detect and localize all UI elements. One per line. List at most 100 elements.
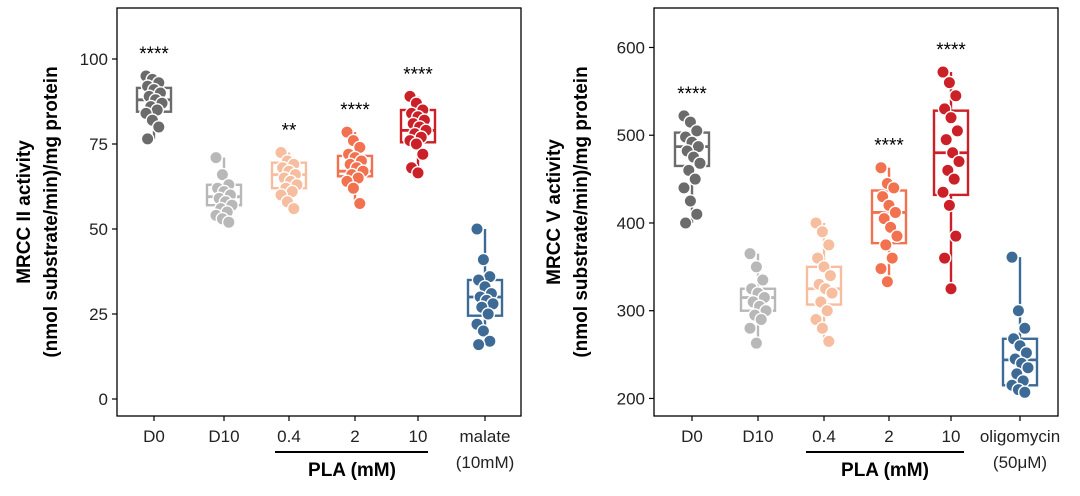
data-point: [411, 165, 425, 180]
data-point: [821, 238, 836, 252]
y-tick-label: 25: [89, 305, 108, 324]
y-axis-label-line1: MRCC II activity: [14, 140, 35, 284]
data-point: [471, 337, 486, 352]
data-point: [939, 132, 954, 147]
data-point: [825, 286, 839, 301]
data-point: [755, 273, 770, 287]
data-point: [942, 198, 957, 213]
box-group: **: [270, 121, 308, 216]
data-point: [743, 321, 757, 336]
data-point: [947, 172, 962, 186]
x-tick-label: 0.4: [812, 427, 836, 446]
data-point: [140, 131, 155, 146]
significance-label: ****: [403, 64, 433, 85]
data-point: [678, 216, 693, 230]
data-point: [948, 229, 963, 244]
x-tick-label: oligomycin: [980, 427, 1060, 446]
box-group: [739, 246, 777, 351]
data-point: [476, 252, 491, 267]
box-group: ****: [399, 64, 437, 180]
data-point: [693, 156, 707, 171]
data-point: [952, 154, 966, 169]
x-tick-label: 0.4: [277, 427, 301, 446]
y-tick-label: 400: [617, 214, 645, 233]
significance-label: ****: [340, 100, 370, 121]
data-point: [1021, 360, 1035, 375]
data-point: [944, 281, 958, 296]
box-group: ****: [336, 100, 374, 211]
data-point: [890, 229, 904, 244]
data-point: [936, 65, 950, 79]
data-point: [476, 324, 491, 338]
data-point: [821, 334, 836, 349]
significance-label: ****: [677, 84, 707, 105]
data-point: [885, 251, 900, 265]
x-tick-sublabel: (50μM): [993, 453, 1047, 472]
data-point: [886, 180, 901, 195]
x-tick-label: 10: [409, 427, 428, 446]
data-point: [754, 312, 769, 327]
data-point: [286, 201, 301, 216]
group-label: PLA (mM): [308, 460, 396, 481]
data-point: [888, 205, 903, 220]
data-point: [1017, 321, 1032, 336]
data-point: [688, 172, 703, 186]
mrcc5-chart: MRCC V activity (nmol substrate/min)/mg …: [544, 7, 1060, 481]
data-point: [209, 150, 223, 165]
data-point: [942, 75, 957, 90]
data-point: [346, 181, 361, 196]
data-point: [1005, 250, 1019, 265]
y-tick-label: 100: [80, 50, 108, 69]
data-point: [815, 224, 830, 239]
y-axis-label-line2: (nmol substrate/min)/mg protein: [571, 66, 592, 357]
box-group: ****: [932, 40, 970, 296]
x-tick-sublabel: (10mM): [456, 453, 515, 472]
data-point: [683, 194, 698, 208]
significance-label: **: [282, 121, 297, 142]
box-group: ****: [673, 84, 711, 230]
y-axis-label-line1: MRCC V activity: [544, 139, 565, 285]
significance-label: ****: [936, 40, 966, 61]
x-tick-label: 10: [942, 427, 961, 446]
x-tick-label: D10: [208, 427, 239, 446]
x-tick-label: D0: [681, 427, 703, 446]
data-point: [221, 215, 236, 230]
data-point: [677, 180, 691, 195]
y-tick-label: 600: [617, 38, 645, 57]
data-point: [937, 251, 952, 265]
data-point: [352, 196, 367, 211]
plot-frame: [653, 7, 1059, 417]
data-point: [874, 261, 888, 276]
data-point: [948, 88, 963, 103]
y-tick-label: 50: [89, 220, 108, 239]
mrcc2-chart: MRCC II activity (nmol substrate/min)/mg…: [14, 7, 522, 481]
data-point: [950, 123, 965, 138]
box-group: [1001, 250, 1039, 400]
data-point: [820, 303, 835, 318]
data-point: [481, 307, 496, 321]
data-point: [823, 268, 838, 283]
x-tick-label: 2: [884, 427, 893, 446]
significance-label: ****: [139, 44, 169, 65]
y-tick-label: 500: [617, 126, 645, 145]
data-point: [749, 259, 764, 274]
box-group: [205, 150, 243, 230]
data-point: [151, 120, 166, 134]
box-group: [466, 222, 504, 352]
data-point: [749, 336, 764, 351]
y-tick-label: 200: [617, 389, 645, 408]
data-point: [1017, 385, 1032, 400]
x-tick-label: malate: [459, 427, 510, 446]
significance-label: ****: [874, 136, 904, 157]
data-point: [409, 137, 424, 151]
data-point: [815, 321, 830, 336]
data-point: [880, 274, 895, 289]
y-tick-label: 300: [617, 302, 645, 321]
data-point: [878, 238, 893, 252]
x-tick-label: D10: [742, 427, 773, 446]
y-tick-label: 75: [89, 135, 108, 154]
x-tick-label: D0: [143, 427, 165, 446]
box-group: ****: [870, 136, 908, 289]
data-point: [689, 207, 704, 222]
